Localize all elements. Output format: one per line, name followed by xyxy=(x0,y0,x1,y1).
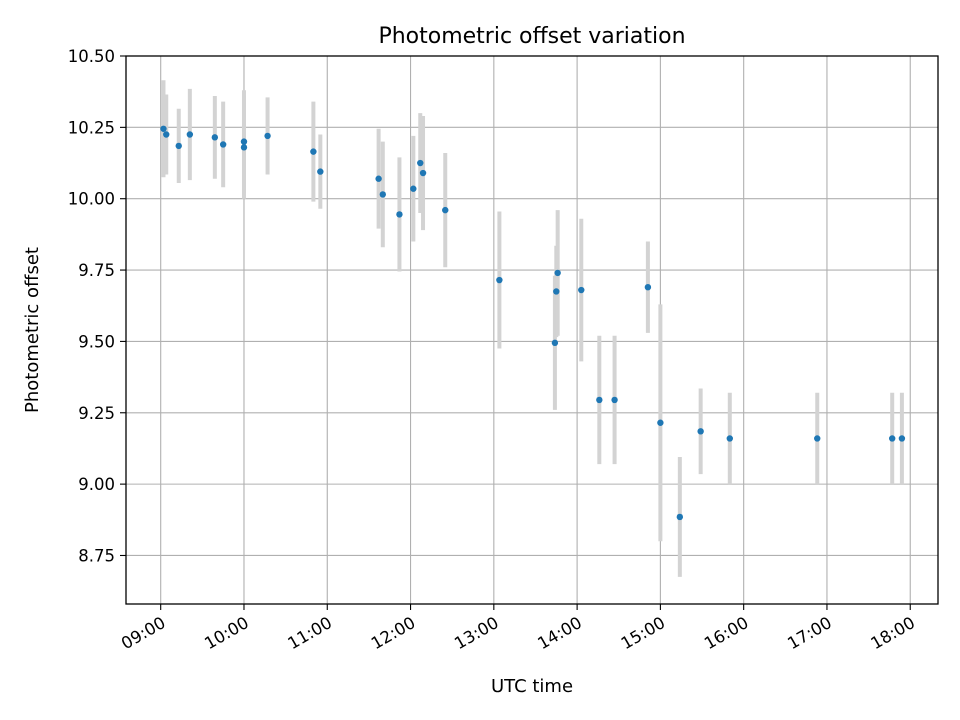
y-tick-label: 9.00 xyxy=(78,475,115,494)
x-tick-label: 11:00 xyxy=(285,613,336,653)
error-bars xyxy=(161,80,904,577)
data-point xyxy=(375,175,382,182)
y-tick-label: 10.25 xyxy=(68,118,115,137)
data-point xyxy=(240,138,248,145)
data-point xyxy=(644,283,652,291)
x-tick-label: 15:00 xyxy=(618,613,669,653)
data-point xyxy=(163,131,170,138)
data-point xyxy=(657,419,664,426)
x-tick-label: 09:00 xyxy=(118,613,169,653)
chart-title: Photometric offset variation xyxy=(378,24,685,49)
y-tick-label: 8.75 xyxy=(78,546,115,565)
x-tick-label: 17:00 xyxy=(784,613,835,653)
data-point xyxy=(496,276,503,284)
data-point xyxy=(611,396,618,404)
data-point xyxy=(264,132,271,140)
y-tick-label: 9.50 xyxy=(78,332,115,351)
data-point xyxy=(888,435,896,442)
y-tick-label: 10.00 xyxy=(68,190,115,209)
data-point xyxy=(410,185,417,192)
data-point xyxy=(442,206,449,214)
data-point xyxy=(551,339,559,347)
y-tick-label: 9.25 xyxy=(78,404,115,423)
x-tick-label: 18:00 xyxy=(868,613,919,653)
axis-ticks: 09:00 10:00 11:00 12:00 13:00 14:00 15:00 16:00… xyxy=(68,47,918,653)
data-point xyxy=(419,169,427,177)
y-tick-label: 9.75 xyxy=(78,261,115,280)
x-axis-label: UTC time xyxy=(491,676,573,697)
data-point xyxy=(596,396,603,404)
data-point xyxy=(814,435,821,442)
data-point xyxy=(310,148,317,155)
data-point xyxy=(240,144,248,151)
y-tick-label: 10.50 xyxy=(68,47,115,66)
data-point xyxy=(211,134,219,141)
data-point xyxy=(898,435,906,442)
data-point xyxy=(186,131,194,138)
y-axis-label: Photometric offset xyxy=(22,247,43,413)
x-tick-label: 10:00 xyxy=(201,613,252,653)
data-point xyxy=(160,125,167,132)
plot-frame xyxy=(125,55,939,605)
x-tick-label: 14:00 xyxy=(534,613,585,653)
data-point xyxy=(676,513,684,521)
data-point xyxy=(175,142,182,150)
data-point xyxy=(417,159,424,167)
data-point xyxy=(578,286,585,294)
data-point xyxy=(379,191,386,198)
x-tick-label: 12:00 xyxy=(368,613,419,653)
grid-lines xyxy=(126,55,938,604)
data-point xyxy=(726,435,733,442)
data-points xyxy=(160,125,906,521)
data-point xyxy=(553,288,560,295)
data-point xyxy=(697,428,704,435)
data-point xyxy=(219,141,227,148)
x-tick-label: 13:00 xyxy=(451,613,502,653)
data-point xyxy=(554,269,561,277)
data-point xyxy=(317,168,324,175)
x-tick-label: 16:00 xyxy=(701,613,752,653)
data-point xyxy=(396,211,403,218)
